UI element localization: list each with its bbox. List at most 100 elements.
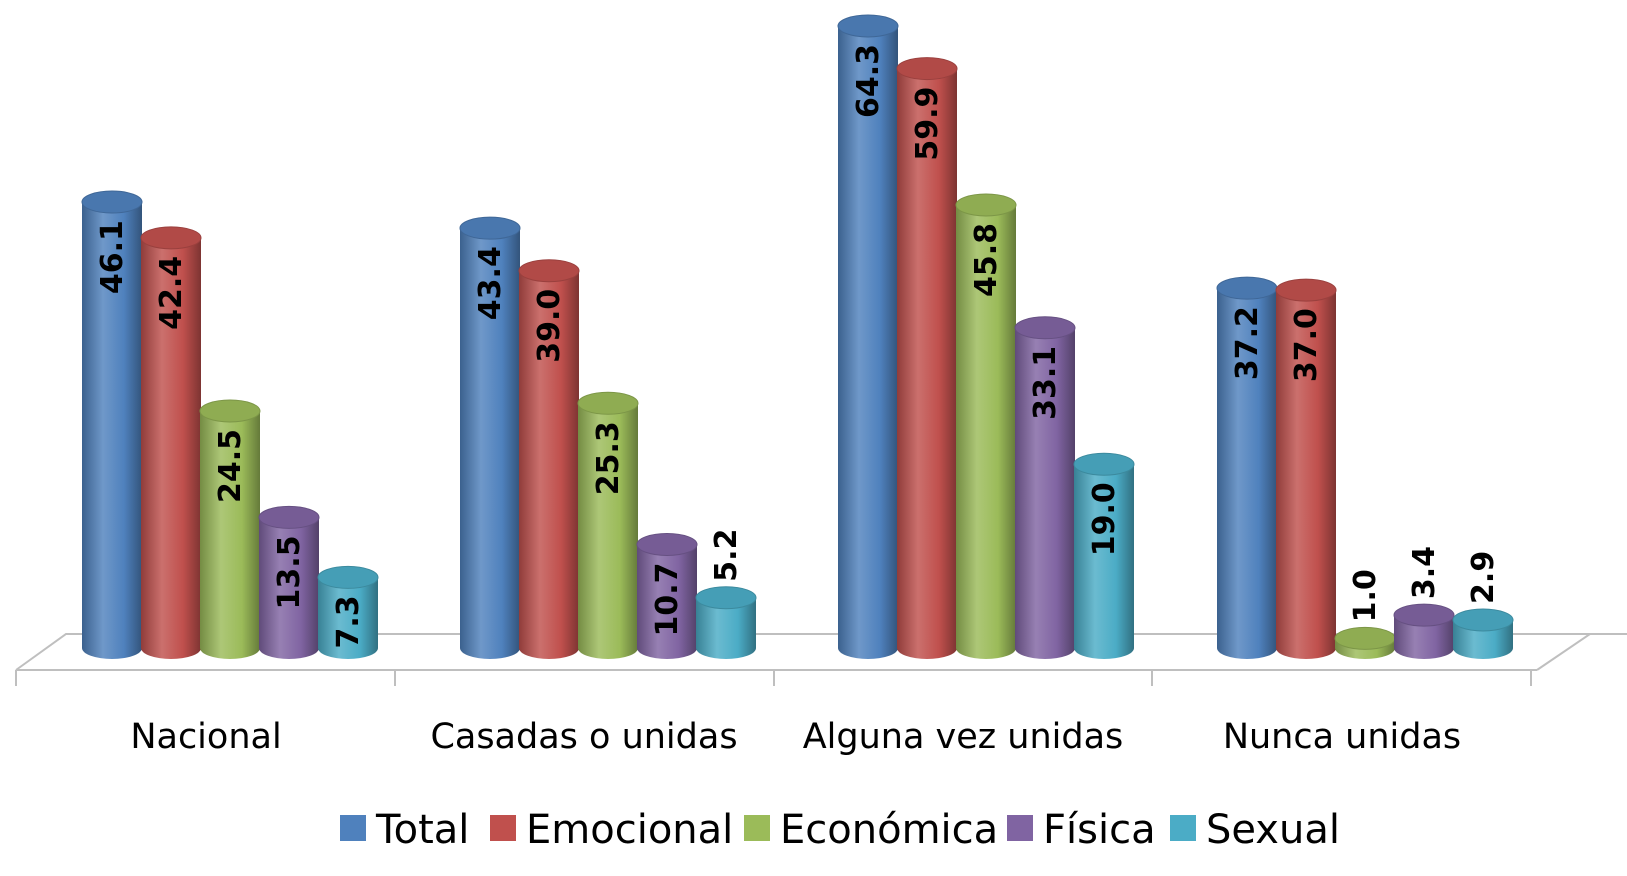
legend-item: Física xyxy=(1007,807,1156,853)
category-label: Alguna vez unidas xyxy=(803,717,1124,757)
data-label: 5.2 xyxy=(709,529,744,582)
data-label: 64.3 xyxy=(851,44,886,118)
bar-top xyxy=(636,532,698,556)
bar-body xyxy=(1074,464,1134,659)
data-label: 3.4 xyxy=(1407,546,1442,599)
bar-body xyxy=(696,597,756,659)
data-label: 25.3 xyxy=(591,421,626,495)
category-label: Nacional xyxy=(130,717,281,757)
legend-item: Sexual xyxy=(1170,807,1340,853)
bar xyxy=(199,399,261,659)
bar xyxy=(81,190,143,660)
legend-item: Económica xyxy=(744,807,998,853)
bar xyxy=(1275,278,1337,659)
bar xyxy=(140,226,202,659)
bar xyxy=(459,216,521,659)
bar xyxy=(1452,608,1514,659)
bar-body xyxy=(82,202,142,660)
bar-body xyxy=(1394,615,1454,659)
legend-swatch xyxy=(340,815,366,841)
bar-top xyxy=(1393,603,1455,627)
bar xyxy=(636,532,698,659)
data-labels-layer: 46.1 42.4 24.5 13.5 7.3 43.4 39.0 25.3 10.7 5.2 64… xyxy=(95,44,1501,649)
bar-body xyxy=(259,517,319,659)
legend-label: Sexual xyxy=(1206,807,1340,853)
bar-top xyxy=(1334,626,1396,650)
bar xyxy=(1073,452,1135,659)
legend-label: Económica xyxy=(780,807,998,853)
data-label: 33.1 xyxy=(1028,346,1063,420)
legend-swatch xyxy=(1007,815,1033,841)
data-label: 19.0 xyxy=(1087,482,1122,556)
bar xyxy=(955,193,1017,659)
data-label: 59.9 xyxy=(910,87,945,161)
bar-body xyxy=(578,403,638,659)
bar xyxy=(896,57,958,659)
bar xyxy=(258,505,320,659)
category-label: Nunca unidas xyxy=(1223,717,1461,757)
bar-top xyxy=(955,193,1017,217)
bar-body xyxy=(956,204,1016,659)
bar-body xyxy=(200,411,260,659)
bar-body xyxy=(637,544,697,659)
x-axis: Nacional Casadas o unidas Alguna vez unida… xyxy=(15,670,1532,757)
bar-top xyxy=(1014,316,1076,340)
bars-layer xyxy=(81,14,1514,660)
bar-body xyxy=(1015,327,1075,659)
bar-top xyxy=(1216,276,1278,300)
bar xyxy=(837,14,899,659)
bar-body xyxy=(141,237,201,659)
data-label: 2.9 xyxy=(1466,551,1501,604)
data-label: 43.4 xyxy=(473,246,508,320)
category-label: Casadas o unidas xyxy=(430,717,737,757)
bar-top xyxy=(140,226,202,250)
bar xyxy=(317,565,379,659)
bar-top xyxy=(837,14,899,38)
bar-body xyxy=(838,26,898,659)
bar xyxy=(695,586,757,659)
data-label: 13.5 xyxy=(272,535,307,609)
bar-top xyxy=(199,399,261,423)
bar-top xyxy=(518,259,580,283)
bar xyxy=(577,391,639,659)
data-label: 24.5 xyxy=(213,429,248,503)
bar-body xyxy=(1217,288,1277,659)
bar-top xyxy=(459,216,521,240)
bar-top xyxy=(896,57,958,81)
bar-top xyxy=(1275,278,1337,302)
data-label: 37.0 xyxy=(1289,308,1324,382)
bar xyxy=(1393,603,1455,659)
bar-body xyxy=(318,577,378,659)
legend: Total Emocional Económica Física Sexual xyxy=(340,807,1340,853)
legend-swatch xyxy=(744,815,770,841)
bar-body xyxy=(460,228,520,659)
bar xyxy=(1014,316,1076,659)
data-label: 37.2 xyxy=(1230,306,1265,380)
data-label: 10.7 xyxy=(650,562,685,636)
data-label: 45.8 xyxy=(969,223,1004,297)
legend-label: Total xyxy=(375,807,469,853)
legend-item: Total xyxy=(340,807,469,853)
bar-top xyxy=(577,391,639,415)
bar-top xyxy=(1073,452,1135,476)
data-label: 7.3 xyxy=(331,595,366,648)
bar-top xyxy=(81,190,143,214)
bar-top xyxy=(1452,608,1514,632)
bar xyxy=(1334,626,1396,659)
legend-label: Emocional xyxy=(526,807,733,853)
bar-body xyxy=(1276,290,1336,659)
bar-top xyxy=(695,586,757,610)
bar-top xyxy=(317,565,379,589)
legend-swatch xyxy=(1170,815,1196,841)
legend-item: Emocional xyxy=(490,807,733,853)
bar-body xyxy=(897,68,957,659)
bar xyxy=(518,259,580,659)
data-label: 46.1 xyxy=(95,220,130,294)
floor-right-edge xyxy=(1536,633,1591,671)
data-label: 39.0 xyxy=(532,289,567,363)
data-label: 1.0 xyxy=(1348,569,1383,622)
legend-swatch xyxy=(490,815,516,841)
bar-top xyxy=(258,505,320,529)
legend-label: Física xyxy=(1043,807,1156,853)
